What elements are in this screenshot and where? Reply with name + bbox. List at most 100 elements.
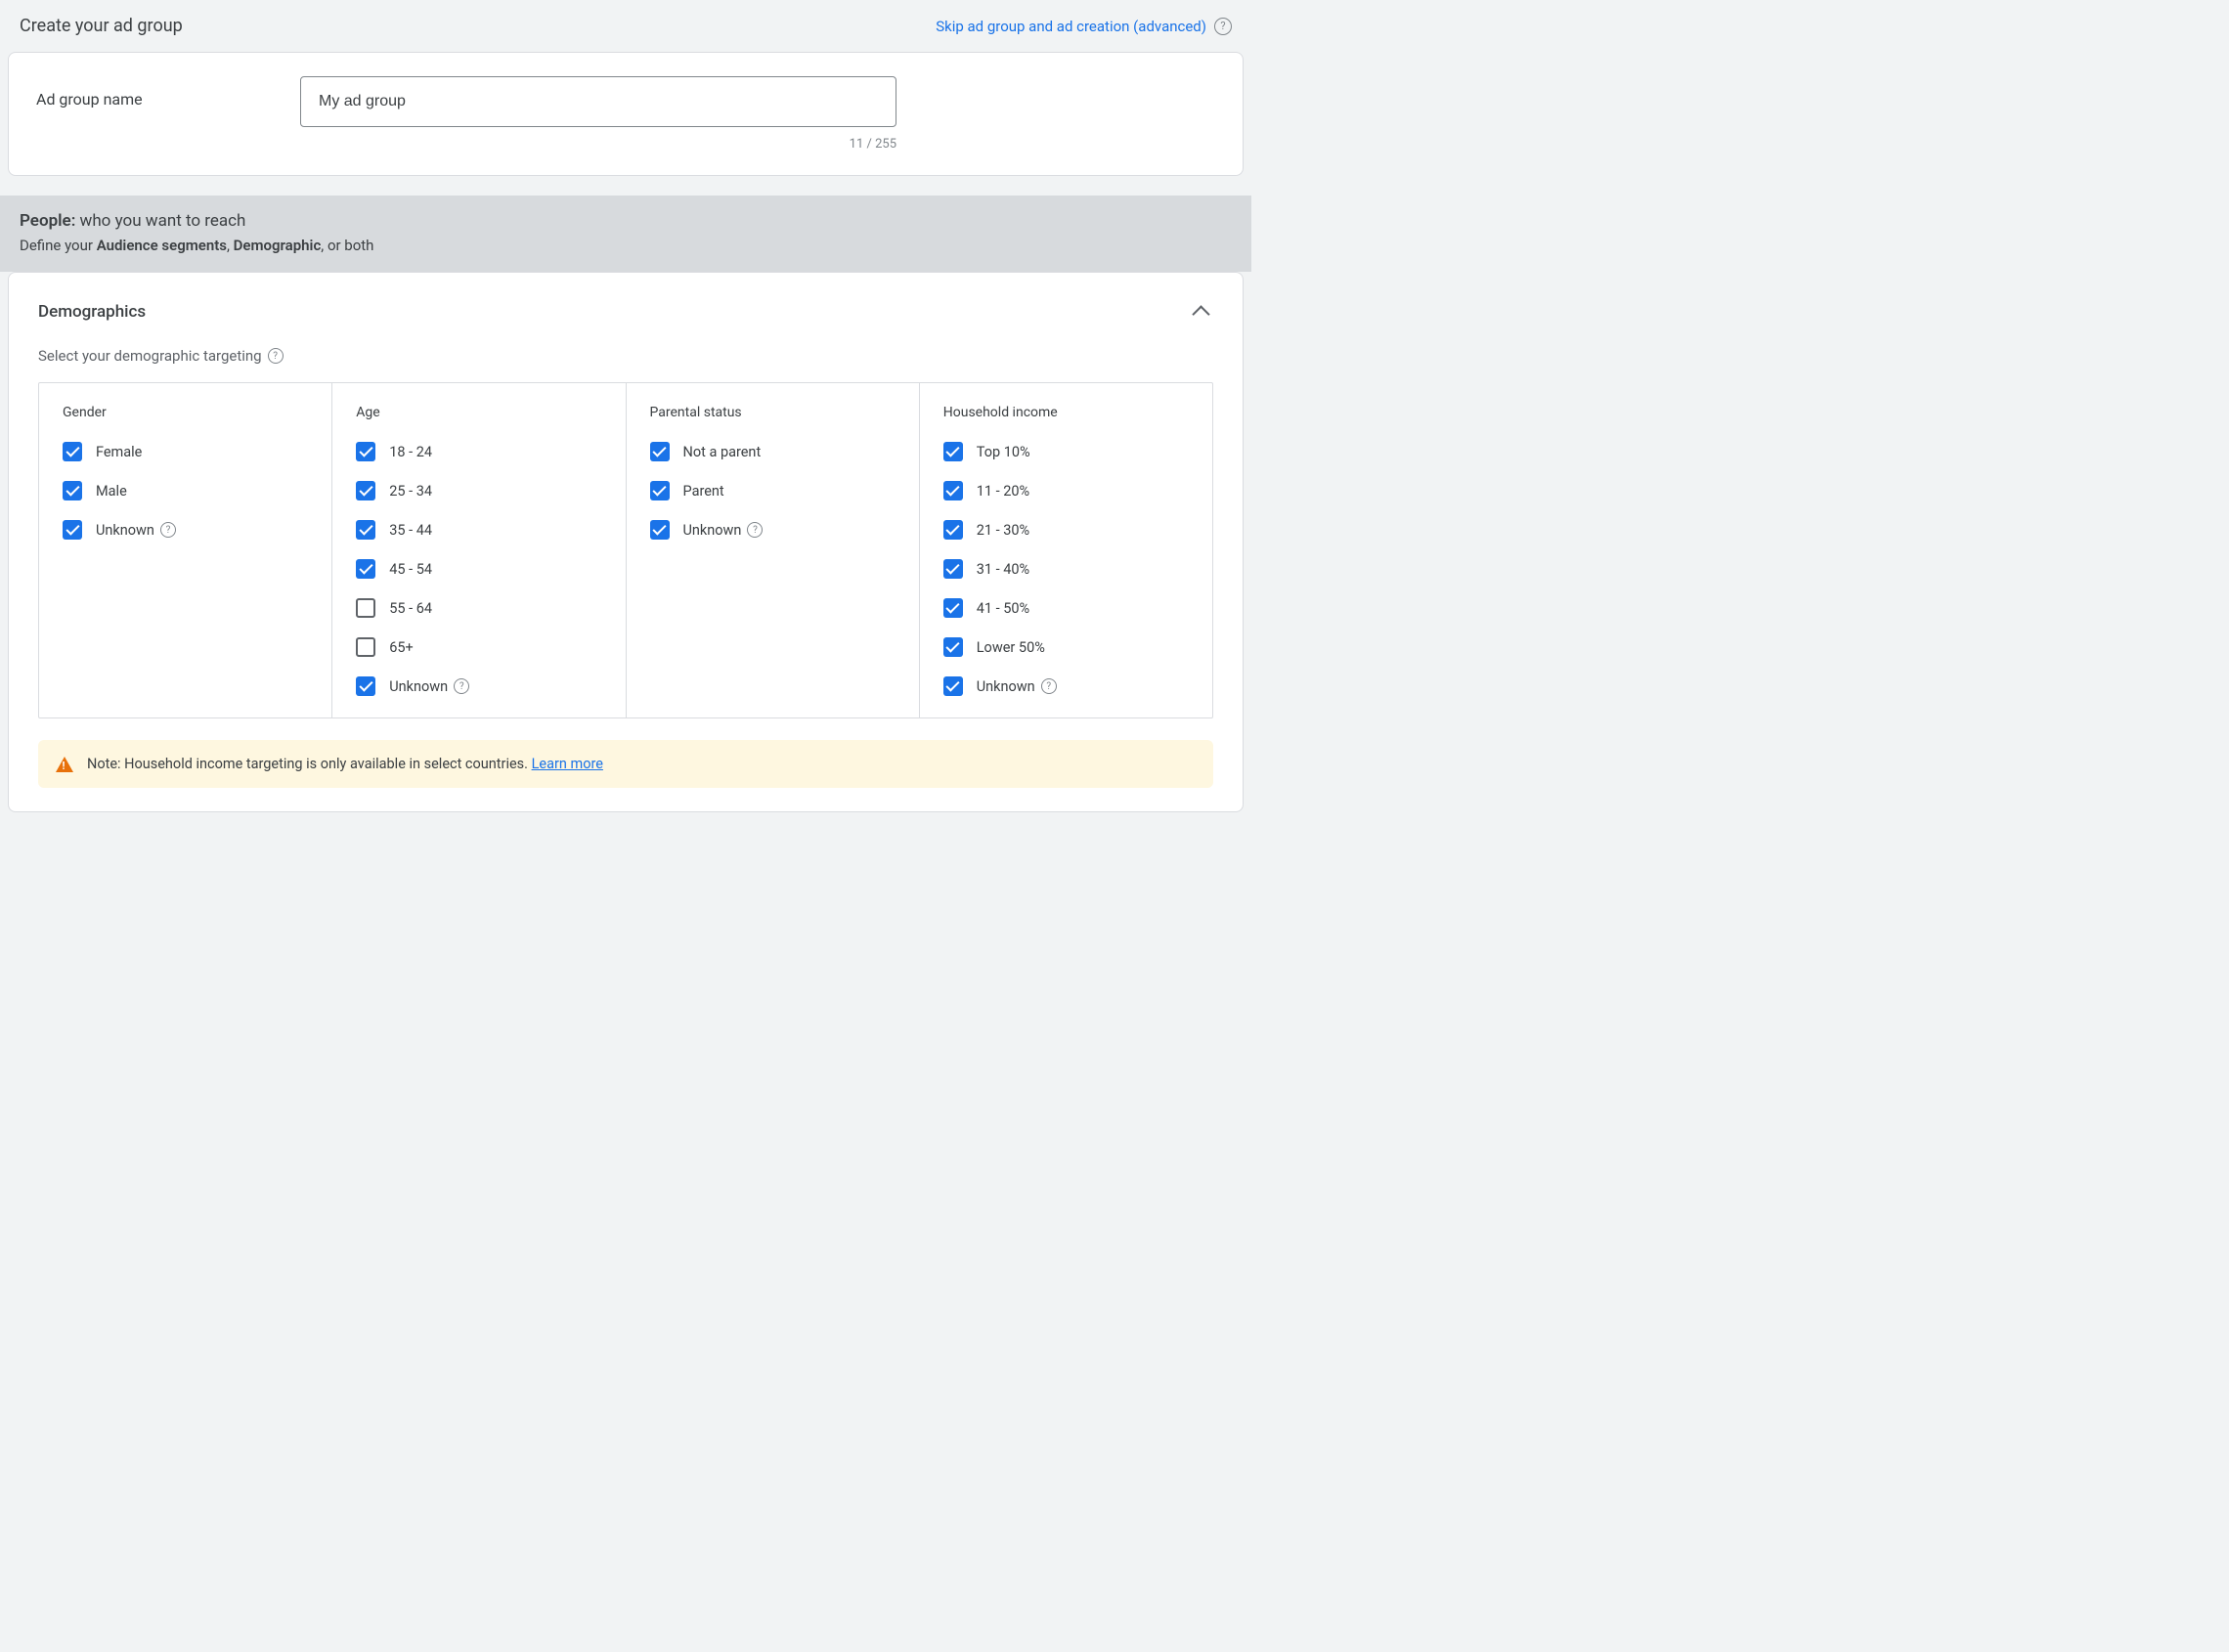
help-icon[interactable]: ?	[1041, 678, 1057, 694]
checkbox-row[interactable]: 45 - 54	[356, 559, 601, 579]
checkbox-label: Unknown?	[683, 522, 764, 539]
demo-column: Parental status Not a parent Parent Unknown…	[627, 383, 920, 717]
people-title: People: who you want to reach	[20, 211, 1232, 231]
help-icon[interactable]: ?	[160, 522, 176, 538]
help-icon[interactable]: ?	[454, 678, 469, 694]
checkbox[interactable]	[63, 481, 82, 500]
checkbox-label: Female	[96, 444, 142, 460]
help-icon[interactable]: ?	[268, 348, 284, 364]
checkbox[interactable]	[943, 559, 963, 579]
checkbox[interactable]	[356, 481, 375, 500]
note-text: Note: Household income targeting is only…	[87, 756, 532, 772]
checkbox-row[interactable]: 11 - 20%	[943, 481, 1189, 500]
demographics-header: Demographics	[9, 273, 1243, 324]
people-title-bold: People:	[20, 211, 75, 231]
checkbox[interactable]	[943, 520, 963, 540]
checkbox[interactable]	[356, 637, 375, 657]
demo-column: Gender Female Male Unknown?	[39, 383, 332, 717]
checkbox[interactable]	[356, 676, 375, 696]
skip-section: Skip ad group and ad creation (advanced)…	[936, 18, 1232, 35]
checkbox-label: 31 - 40%	[977, 561, 1029, 578]
people-title-rest: who you want to reach	[75, 211, 245, 231]
checkbox-label: 11 - 20%	[977, 483, 1029, 500]
checkbox[interactable]	[356, 598, 375, 618]
checkbox[interactable]	[650, 520, 670, 540]
checkbox-label: 45 - 54	[389, 561, 432, 578]
ad-group-name-card: Ad group name 11 / 255	[8, 52, 1244, 176]
checkbox-row[interactable]: 41 - 50%	[943, 598, 1189, 618]
name-field-wrap: 11 / 255	[300, 76, 896, 152]
checkbox-row[interactable]: Parent	[650, 481, 896, 500]
checkbox-label: Lower 50%	[977, 639, 1045, 656]
checkbox-label: Unknown?	[389, 678, 469, 695]
people-subtitle: Define your Audience segments, Demograph…	[20, 237, 1232, 254]
checkbox-row[interactable]: 21 - 30%	[943, 520, 1189, 540]
demographics-grid: GenderFemaleMaleUnknown?Age18 - 2425 - 3…	[38, 382, 1213, 718]
checkbox-label: Unknown?	[977, 678, 1057, 695]
checkbox[interactable]	[943, 481, 963, 500]
checkbox[interactable]	[356, 442, 375, 461]
checkbox-row[interactable]: 35 - 44	[356, 520, 601, 540]
page-root: Create your ad group Skip ad group and a…	[0, 0, 1251, 812]
checkbox-row[interactable]: Unknown?	[356, 676, 601, 696]
checkbox[interactable]	[650, 481, 670, 500]
people-sub-prefix: Define your	[20, 237, 97, 254]
people-sub-bold1: Audience segments	[97, 237, 227, 254]
checkbox[interactable]	[356, 559, 375, 579]
skip-link[interactable]: Skip ad group and ad creation (advanced)	[936, 18, 1206, 35]
checkbox-row[interactable]: 65+	[356, 637, 601, 657]
checkbox-row[interactable]: Unknown?	[650, 520, 896, 540]
learn-more-link[interactable]: Learn more	[532, 756, 603, 772]
name-row: Ad group name 11 / 255	[36, 76, 1215, 152]
checkbox-label: Unknown?	[96, 522, 176, 539]
checkbox[interactable]	[943, 598, 963, 618]
ad-group-name-input[interactable]	[300, 76, 896, 127]
demographics-title: Demographics	[38, 302, 146, 322]
checkbox-label: 41 - 50%	[977, 600, 1029, 617]
demographics-subtitle: Select your demographic targeting ?	[9, 324, 1243, 382]
demo-column: Household income Top 10% 11 - 20% 21 - 30% 3…	[920, 383, 1212, 717]
demographics-card: Demographics Select your demographic tar…	[8, 272, 1244, 812]
checkbox[interactable]	[63, 520, 82, 540]
people-sub-suffix: , or both	[321, 237, 373, 254]
checkbox[interactable]	[650, 442, 670, 461]
demo-column: Age18 - 2425 - 3435 - 4445 - 5455 - 6465…	[332, 383, 626, 717]
checkbox-row[interactable]: Unknown?	[943, 676, 1189, 696]
help-icon[interactable]: ?	[747, 522, 763, 538]
chevron-up-icon[interactable]	[1190, 300, 1213, 324]
checkbox-label: 65+	[389, 639, 414, 656]
checkbox[interactable]	[63, 442, 82, 461]
checkbox[interactable]	[356, 520, 375, 540]
checkbox-row[interactable]: Male	[63, 481, 308, 500]
char-count: 11 / 255	[850, 137, 896, 152]
help-icon[interactable]: ?	[1214, 18, 1232, 35]
warning-icon	[56, 757, 73, 772]
checkbox-row[interactable]: 18 - 24	[356, 442, 601, 461]
checkbox[interactable]	[943, 442, 963, 461]
checkbox-row[interactable]: Top 10%	[943, 442, 1189, 461]
column-title: Parental status	[650, 405, 896, 420]
checkbox-label: 25 - 34	[389, 483, 432, 500]
checkbox[interactable]	[943, 676, 963, 696]
checkbox-row[interactable]: Unknown?	[63, 520, 308, 540]
checkbox-row[interactable]: 31 - 40%	[943, 559, 1189, 579]
note-text-wrap: Note: Household income targeting is only…	[87, 756, 603, 772]
people-sub-sep: ,	[227, 237, 234, 254]
page-header: Create your ad group Skip ad group and a…	[0, 0, 1251, 44]
checkbox-label: 21 - 30%	[977, 522, 1029, 539]
checkbox-label: Parent	[683, 483, 724, 500]
column-title: Household income	[943, 405, 1189, 420]
column-title: Gender	[63, 405, 308, 420]
checkbox-label: 35 - 44	[389, 522, 432, 539]
people-sub-bold2: Demographic	[234, 237, 322, 254]
checkbox[interactable]	[943, 637, 963, 657]
checkbox-label: Male	[96, 483, 127, 500]
checkbox-row[interactable]: 25 - 34	[356, 481, 601, 500]
checkbox-row[interactable]: Female	[63, 442, 308, 461]
checkbox-row[interactable]: Not a parent	[650, 442, 896, 461]
checkbox-row[interactable]: Lower 50%	[943, 637, 1189, 657]
people-section: People: who you want to reach Define you…	[0, 196, 1251, 272]
checkbox-label: Top 10%	[977, 444, 1030, 460]
demographics-subtitle-text: Select your demographic targeting	[38, 347, 262, 365]
checkbox-row[interactable]: 55 - 64	[356, 598, 601, 618]
